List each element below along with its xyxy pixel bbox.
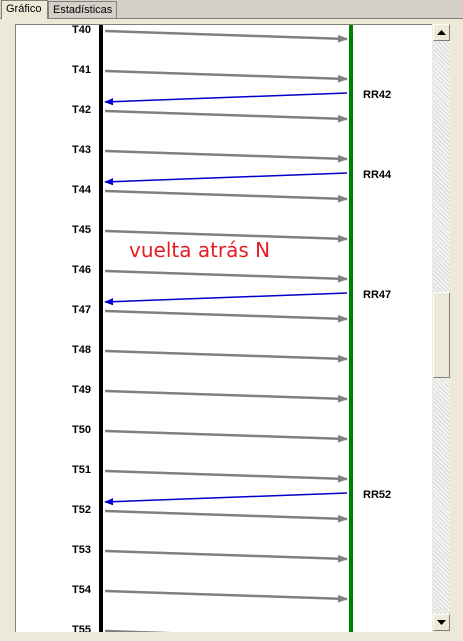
timeline-label: T46 bbox=[72, 264, 91, 276]
forward-arrow bbox=[104, 549, 348, 563]
timeline-label: T47 bbox=[72, 304, 91, 316]
forward-arrow bbox=[104, 429, 348, 443]
forward-arrow bbox=[104, 149, 348, 163]
timeline-label: T48 bbox=[72, 344, 91, 356]
timeline-label: T40 bbox=[72, 25, 91, 36]
ack-label: RR44 bbox=[363, 169, 392, 181]
timeline-label: T41 bbox=[72, 64, 91, 76]
forward-arrow bbox=[104, 469, 348, 483]
ack-label: RR42 bbox=[363, 89, 391, 101]
timeline-label: T50 bbox=[72, 424, 91, 436]
timeline-label: T54 bbox=[72, 584, 92, 596]
back-arrow bbox=[104, 492, 348, 506]
tab-bar: Gráfico Estadísticas bbox=[0, 0, 463, 19]
diagram-canvas: T40 T41 T42 T43 T44 T45 T46 T47 T48 T49 T50 T51 T52 T… bbox=[15, 24, 432, 632]
forward-arrow bbox=[104, 389, 348, 403]
vertical-scrollbar[interactable] bbox=[433, 24, 450, 631]
timeline-label: T42 bbox=[72, 104, 91, 116]
forward-arrow bbox=[104, 269, 348, 283]
tab-estadisticas[interactable]: Estadísticas bbox=[48, 1, 117, 18]
timeline-label: T52 bbox=[72, 504, 91, 516]
scroll-thumb[interactable] bbox=[433, 292, 450, 378]
timeline-label: T55 bbox=[72, 624, 91, 632]
forward-arrow bbox=[104, 229, 348, 243]
ack-label: RR47 bbox=[363, 289, 391, 301]
sequence-diagram: T40 T41 T42 T43 T44 T45 T46 T47 T48 T49 T50 T51 T52 T… bbox=[72, 25, 392, 632]
timeline-label: T45 bbox=[72, 224, 91, 236]
scroll-up-button[interactable] bbox=[433, 24, 450, 41]
forward-arrow bbox=[104, 349, 348, 363]
timeline-label: T49 bbox=[72, 384, 91, 396]
timeline-label: T43 bbox=[72, 144, 91, 156]
forward-arrow bbox=[104, 109, 348, 123]
timeline-label: T51 bbox=[72, 464, 91, 476]
forward-arrow bbox=[104, 29, 348, 43]
scroll-down-button[interactable] bbox=[433, 614, 450, 631]
forward-arrow bbox=[104, 589, 348, 603]
timeline-label: T44 bbox=[72, 184, 92, 196]
arrow-up-icon bbox=[437, 30, 446, 35]
annotation-text: vuelta atrás N bbox=[129, 238, 270, 262]
tab-grafico-label: Gráfico bbox=[6, 3, 42, 15]
back-arrow bbox=[104, 92, 348, 106]
tab-grafico[interactable]: Gráfico bbox=[1, 0, 48, 19]
ack-label: RR52 bbox=[363, 489, 391, 501]
forward-arrow bbox=[104, 69, 348, 83]
back-arrow bbox=[104, 292, 348, 306]
timeline-label: T53 bbox=[72, 544, 91, 556]
back-arrow bbox=[104, 172, 348, 186]
forward-arrow bbox=[104, 509, 348, 523]
forward-arrow bbox=[104, 629, 174, 632]
forward-arrow bbox=[104, 309, 348, 323]
forward-arrow bbox=[104, 189, 348, 203]
arrow-down-icon bbox=[437, 620, 446, 625]
tab-estadisticas-label: Estadísticas bbox=[53, 4, 113, 16]
